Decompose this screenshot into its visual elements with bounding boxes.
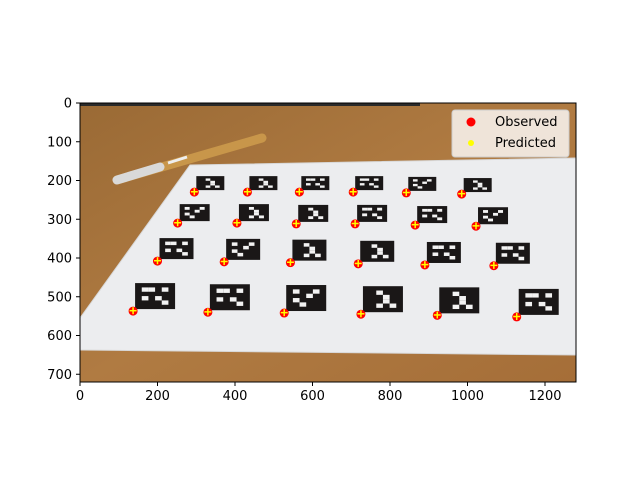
fiducial-marker <box>355 176 384 191</box>
legend: Observed Predicted <box>451 109 570 158</box>
fiducial-marker <box>426 241 461 263</box>
predicted-point <box>286 258 294 266</box>
axes-frame <box>79 102 577 383</box>
y-tick-label: 300 <box>47 213 72 228</box>
y-tick-label: 700 <box>47 368 72 383</box>
predicted-point <box>490 261 498 269</box>
legend-label-predicted: Predicted <box>495 136 556 151</box>
x-tick-label: 800 <box>378 389 403 404</box>
fiducial-marker <box>159 238 194 260</box>
fiducial-marker <box>179 204 210 222</box>
predicted-point <box>357 310 365 318</box>
y-tick-label: 0 <box>64 97 72 112</box>
x-tick-label: 200 <box>145 389 170 404</box>
legend-box <box>451 109 570 158</box>
predicted-point <box>154 257 161 265</box>
y-axis: 0 100 200 300 400 500 600 700 <box>47 97 80 383</box>
fiducial-marker <box>286 285 327 312</box>
predicted-point <box>421 261 429 269</box>
x-tick-label: 600 <box>300 389 325 404</box>
y-tick-label: 100 <box>47 135 72 150</box>
scatter-points <box>128 187 522 322</box>
fiducial-marker <box>135 283 176 310</box>
y-tick-label: 600 <box>47 329 72 344</box>
fiducial-marker <box>298 204 329 222</box>
fiducial-marker <box>238 204 269 222</box>
predicted-point <box>351 220 359 228</box>
predicted-point <box>280 309 288 317</box>
predicted-point <box>190 188 198 196</box>
y-tick-label: 200 <box>47 174 72 189</box>
predicted-point <box>458 190 466 198</box>
fiducial-marker <box>408 176 437 191</box>
fiducial-marker <box>249 176 278 191</box>
y-tick-label: 400 <box>47 252 72 267</box>
predicted-point <box>354 259 362 267</box>
predicted-point <box>472 222 480 230</box>
predicted-point <box>513 313 521 321</box>
predicted-point <box>292 220 300 228</box>
fiducial-marker <box>495 242 530 264</box>
pen-drawing <box>112 133 267 185</box>
fiducial-marker <box>463 178 492 193</box>
fiducial-marker <box>292 239 327 261</box>
fiducial-marker <box>196 176 225 191</box>
predicted-point <box>174 219 182 227</box>
predicted-point <box>243 188 251 196</box>
x-tick-label: 1200 <box>528 389 561 404</box>
fiducial-marker <box>357 204 388 222</box>
predicted-point <box>204 308 212 316</box>
fiducial-markers <box>135 176 559 315</box>
x-tick-label: 400 <box>223 389 248 404</box>
predicted-point <box>295 188 303 196</box>
predicted-point <box>349 188 357 196</box>
predicted-point <box>433 311 441 319</box>
predicted-point <box>402 189 410 197</box>
x-axis: 0 200 400 600 800 1000 1200 <box>76 382 562 404</box>
fiducial-marker <box>518 288 559 315</box>
predicted-point <box>233 219 241 227</box>
legend-marker-observed <box>466 117 476 127</box>
fiducial-marker <box>439 287 480 314</box>
predicted-point <box>220 257 228 265</box>
x-tick-label: 1000 <box>451 389 484 404</box>
fiducial-marker <box>226 238 261 260</box>
fiducial-marker <box>301 176 330 191</box>
predicted-point <box>411 221 419 229</box>
legend-marker-predicted <box>468 140 474 146</box>
fiducial-marker <box>360 240 395 262</box>
predicted-point <box>129 307 137 315</box>
y-tick-label: 500 <box>47 290 72 305</box>
fiducial-marker <box>417 206 448 224</box>
x-tick-label: 0 <box>76 389 84 404</box>
fiducial-marker <box>478 207 509 225</box>
fiducial-marker <box>209 284 250 311</box>
fiducial-marker <box>362 286 403 313</box>
legend-label-observed: Observed <box>495 115 558 130</box>
